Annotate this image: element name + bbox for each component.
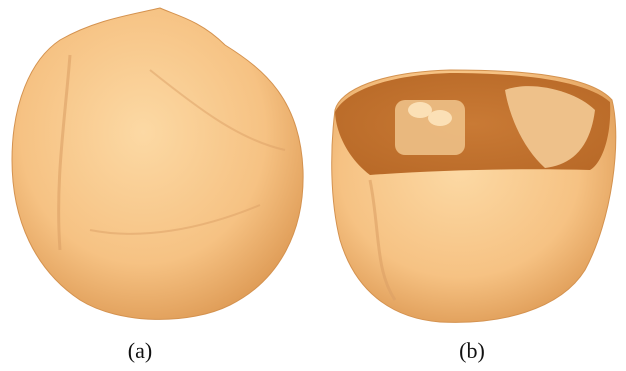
heart-whole [12,8,303,319]
panel-label: (b) [459,338,485,363]
panel-label: (a) [128,338,152,363]
figure: (a) (b) [0,0,626,371]
heart-cut [332,70,616,322]
